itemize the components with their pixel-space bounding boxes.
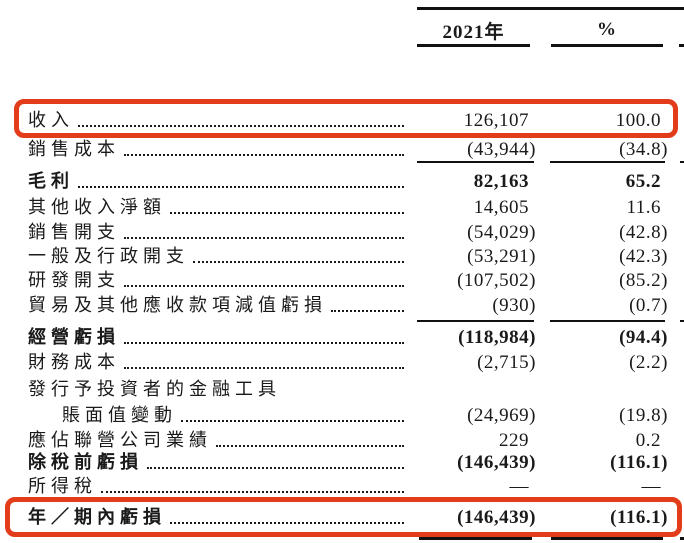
value-pct: (2.2) [629,352,668,373]
value-pct: (85.2) [619,270,668,291]
row-label: 銷售成本 [28,139,120,159]
value-pct: (19.8) [619,405,668,426]
table-row: 收入 126,107 100.0 [0,108,668,133]
value-2021: 82,163 [473,171,529,192]
table-row: 應佔聯營公司業績 229 0.2 [0,428,668,453]
dot-leader [124,285,404,287]
bottom-rule-year [419,537,532,540]
row-label: 其他收入淨額 [28,197,166,217]
table-row: 經營虧損 (118,984) (94.4) [0,325,668,350]
subtotal-rule-operating-loss-pct [550,320,665,322]
table-row: 銷售成本 (43,944) (34.8) [0,137,668,162]
dot-leader [124,367,404,369]
table-row: 銷售開支 (54,029) (42.8) [0,220,668,245]
row-label: 經營虧損 [28,327,120,347]
table-row: 所得稅 — — [0,474,668,499]
value-2021: (24,969) [467,405,536,426]
table-row: 發行予投資者的金融工具 [0,377,668,402]
row-label: 銷售開支 [28,222,120,242]
value-2021: — [509,476,529,497]
value-pct: 0.2 [635,430,661,451]
value-2021: (146,439) [457,507,536,528]
dot-leader [193,261,404,263]
table-top-rule [417,7,684,10]
table-row: 賬面值變動 (24,969) (19.8) [0,403,668,428]
table-row: 財務成本 (2,715) (2.2) [0,350,668,375]
table-row: 年／期內虧損 (146,439) (116.1) [0,505,668,530]
dot-leader [147,467,404,469]
row-label: 所得稅 [28,476,97,496]
row-label: 年／期內虧損 [28,507,166,527]
table-row: 其他收入淨額 14,605 11.6 [0,195,668,220]
row-label: 發行予投資者的金融工具 [28,379,281,399]
row-label: 應佔聯營公司業績 [28,430,212,450]
value-pct: 11.6 [626,197,661,218]
highlight-box-net-loss [5,497,682,537]
row-label: 研發開支 [28,270,120,290]
value-2021: (118,984) [458,327,536,348]
dot-leader [216,445,404,447]
value-pct: (0.7) [629,295,668,316]
dot-leader [78,186,404,188]
row-label: 毛利 [28,171,74,191]
row-label: 賬面值變動 [62,405,177,425]
dot-leader [181,420,404,422]
row-label: 一般及行政開支 [28,246,189,266]
value-2021: (146,439) [457,452,536,473]
column-header-year: 2021年 [442,22,505,43]
dot-leader [170,212,404,214]
subtotal-rule-gross-profit-year [417,161,534,163]
dot-leader [78,125,404,127]
dot-leader [124,154,404,156]
subtotal-rule-operating-loss-year [417,320,534,322]
subtotal-rule-gross-profit-stub [680,161,684,163]
value-pct: 100.0 [615,110,661,131]
dot-leader [170,522,404,524]
value-pct: (42.8) [619,222,668,243]
header-underline-pct [551,44,663,47]
value-pct: (34.8) [619,139,668,160]
dot-leader [124,237,404,239]
value-pct: — [641,476,661,497]
column-header-pct: % [597,19,617,40]
table-row: 除稅前虧損 (146,439) (116.1) [0,450,668,475]
subtotal-rule-gross-profit-pct [550,161,665,163]
value-2021: 126,107 [463,110,529,131]
dot-leader [331,310,404,312]
value-2021: (2,715) [477,352,536,373]
bottom-rule-stub [680,537,684,540]
table-row: 毛利 82,163 65.2 [0,169,668,194]
row-label: 除稅前虧損 [28,452,143,472]
value-pct: (116.1) [610,507,668,528]
header-underline-stub [679,44,684,47]
table-row: 研發開支 (107,502) (85.2) [0,268,668,293]
row-label: 財務成本 [28,352,120,372]
value-pct: (94.4) [619,327,668,348]
bottom-rule-pct [551,537,663,540]
value-2021: (930) [492,295,536,316]
header-underline-year [417,44,530,47]
value-pct: (116.1) [610,452,668,473]
value-2021: 14,605 [473,197,529,218]
table-row: 貿易及其他應收款項減值虧損 (930) (0.7) [0,293,668,318]
dot-leader [101,491,404,493]
table-row: 一般及行政開支 (53,291) (42.3) [0,244,668,269]
row-label: 貿易及其他應收款項減值虧損 [28,295,327,315]
value-2021: 229 [499,430,529,451]
subtotal-rule-operating-loss-stub [680,320,684,322]
row-label: 收入 [28,110,74,130]
dot-leader [124,342,404,344]
value-2021: (107,502) [457,270,536,291]
highlight-box-revenue [14,99,678,138]
value-2021: (43,944) [467,139,536,160]
value-pct: (42.3) [619,246,668,267]
value-2021: (54,029) [467,222,536,243]
value-2021: (53,291) [467,246,536,267]
value-pct: 65.2 [625,171,661,192]
